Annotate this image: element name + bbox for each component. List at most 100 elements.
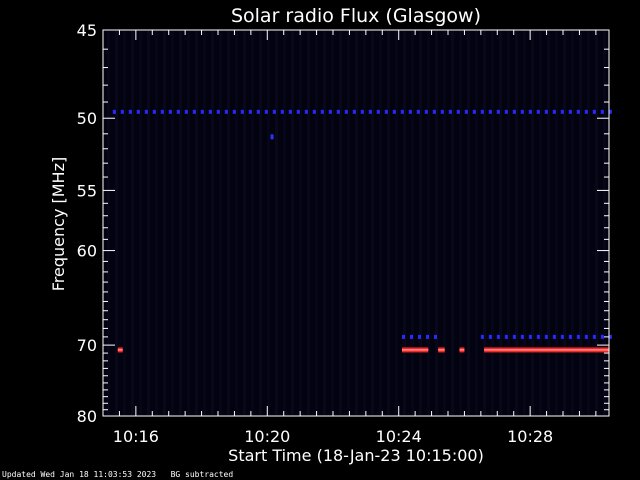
signal-dash [480,109,484,114]
x-axis-label: Start Time (18-Jan-23 10:15:00) [228,446,484,465]
noise-column [275,31,278,415]
signal-dash [536,334,540,339]
signal-dash [392,109,396,114]
signal-dash [536,109,540,114]
noise-column [203,31,206,415]
noise-column [139,31,142,415]
noise-column [131,31,134,415]
noise-column [451,31,454,415]
signal-dash [434,334,437,339]
signal-dash [440,109,444,114]
signal-dash [600,334,604,339]
signal-dash [200,109,204,114]
noise-column [187,31,190,415]
footer: Updated Wed Jan 18 11:03:53 2023 BG subt… [2,470,233,479]
signal-dash [504,334,508,339]
noise-column [219,31,222,415]
y-tick-label: 60 [77,242,97,261]
noise-column [163,31,166,415]
signal-dash [248,109,252,114]
signal-dash [120,109,124,114]
x-tick-label: 10:28 [507,427,553,446]
signal-dash [288,109,292,114]
y-tick-label: 55 [77,181,97,200]
signal-dash [176,109,180,114]
signal-dash [418,334,421,339]
signal-dash [504,109,508,114]
plot-frame [102,29,610,417]
signal-dash [400,109,404,114]
noise-column [531,31,534,415]
signal-dash [576,334,580,339]
signal-dash [528,109,532,114]
noise-column [235,31,238,415]
y-tick-label: 80 [77,407,97,426]
signal-dash [128,109,132,114]
signal-dash [552,334,556,339]
noise-column [179,31,182,415]
noise-column [227,31,230,415]
noise-column [331,31,334,415]
noise-column [371,31,374,415]
noise-column [291,31,294,415]
signal-dash [256,109,260,114]
signal-dash [512,109,516,114]
signal-dash [136,109,140,114]
signal-dash [496,109,500,114]
noise-column [427,31,430,415]
signal-dash [544,109,548,114]
noise-column [499,31,502,415]
noise-column [443,31,446,415]
signal-dash [520,334,524,339]
signal-dash [376,109,380,114]
signal-dash [424,109,428,114]
signal-dash [312,109,316,114]
noise-column [147,31,150,415]
y-axis-label: Frequency [MHz] [49,157,68,291]
y-axis: 45 50 55 60 70 80 [77,21,609,426]
signal-dash [496,334,500,339]
bg-subtracted-note: BG subtracted [170,470,234,479]
signal-dash [344,109,348,114]
signal-dash [352,109,356,114]
noise-column [171,31,174,415]
signal-dash [408,109,412,114]
noise-column [483,31,486,415]
signal-dash [560,109,564,114]
signal-dash [168,109,172,114]
noise-column [123,31,126,415]
noise-column [315,31,318,415]
signal-band-core [402,349,429,351]
signal-dash [280,109,284,114]
signal-dash [216,109,220,114]
signal-dash [488,109,492,114]
noise-column [547,31,550,415]
signal-dash [608,109,612,114]
noise-column [587,31,590,415]
noise-column [563,31,566,415]
signal-dash [552,109,556,114]
noise-column [603,31,606,415]
signal-dash [528,334,532,339]
signal-dash [488,334,492,339]
signal-dash [560,334,564,339]
noise-column [467,31,470,415]
signal-dash [592,109,596,114]
signal-dash [360,109,364,114]
signal-band-core [459,349,465,351]
signal-dash [144,109,148,114]
signal-dash [416,109,420,114]
noise-column [435,31,438,415]
signal-dash [544,334,548,339]
signal-dash [600,109,604,114]
signal-dash [320,109,324,114]
noise-column [387,31,390,415]
signal-dash [368,109,372,114]
signal-dash [592,334,596,339]
noise-column [155,31,158,415]
y-tick-label: 70 [77,336,97,355]
noise-column [515,31,518,415]
signal-dash [232,109,236,114]
signal-dash [384,109,388,114]
signal-dash [184,109,188,114]
